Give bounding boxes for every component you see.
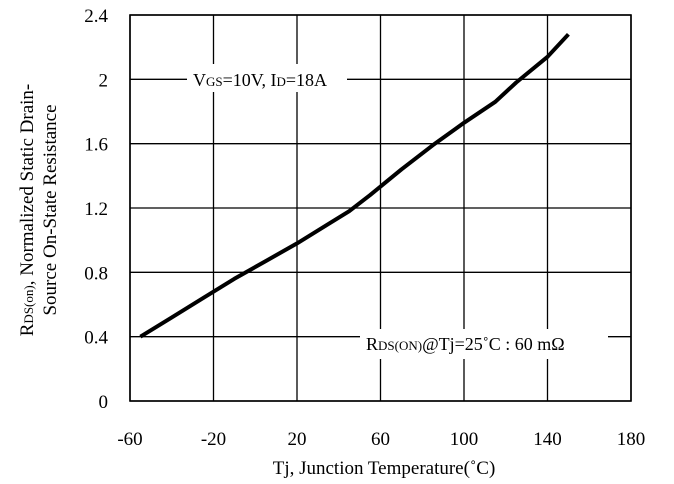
y-tick-label: 2.4 <box>84 6 108 27</box>
annotation-text: R <box>366 334 378 354</box>
y-axis-label: RDS(on), Normalized Static Drain- Source… <box>17 84 61 337</box>
x-tick-label: 180 <box>617 429 646 450</box>
x-tick-label: 60 <box>371 429 390 450</box>
annotation-subscript: DS(ON) <box>378 338 422 353</box>
x-tick-label: -20 <box>201 429 226 450</box>
y-tick-labels: 0 0.4 0.8 1.2 1.6 2 2.4 <box>84 6 108 413</box>
svg-text:RDS(on), Normalized Static Dra: RDS(on), Normalized Static Drain- <box>17 84 38 337</box>
x-tick-label: 20 <box>288 429 307 450</box>
y-axis-label-line1: , Normalized Static Drain- <box>17 84 38 286</box>
annotation-conditions: VGS=10V, ID=18A <box>193 70 327 90</box>
plot-frame <box>129 14 632 402</box>
annotation-reference-bg <box>360 329 608 359</box>
y-axis-label-r: R <box>17 323 38 336</box>
x-tick-labels: -60 -20 20 60 100 140 180 <box>117 429 645 450</box>
annotation-text: =18A <box>286 70 327 90</box>
y-tick-label: 0.8 <box>84 263 108 284</box>
annotation-text: =10V, I <box>223 70 277 90</box>
x-axis-label: Tj, Junction Temperature(˚C) <box>273 458 496 479</box>
y-tick-label: 1.6 <box>84 135 108 156</box>
annotation-subscript: D <box>276 74 285 89</box>
y-tick-label: 0 <box>99 392 109 413</box>
y-axis-label-sub: DS(on) <box>21 285 36 323</box>
x-tick-label: 100 <box>450 429 479 450</box>
series-line <box>139 32 570 339</box>
annotation-text: @Tj=25˚C : 60 mΩ <box>422 334 565 354</box>
y-tick-label: 1.2 <box>84 199 108 220</box>
y-tick-label: 2 <box>99 70 109 91</box>
y-axis-label-line2: Source On-State Resistance <box>40 104 61 315</box>
x-tick-label: 140 <box>533 429 562 450</box>
x-tick-label: -60 <box>117 429 142 450</box>
annotation-reference: RDS(ON)@Tj=25˚C : 60 mΩ <box>366 334 565 354</box>
annotation-subscript: GS <box>206 74 223 89</box>
annotation-text: V <box>193 70 206 90</box>
y-tick-label: 0.4 <box>84 328 108 349</box>
annotation-conditions-bg <box>187 64 347 92</box>
